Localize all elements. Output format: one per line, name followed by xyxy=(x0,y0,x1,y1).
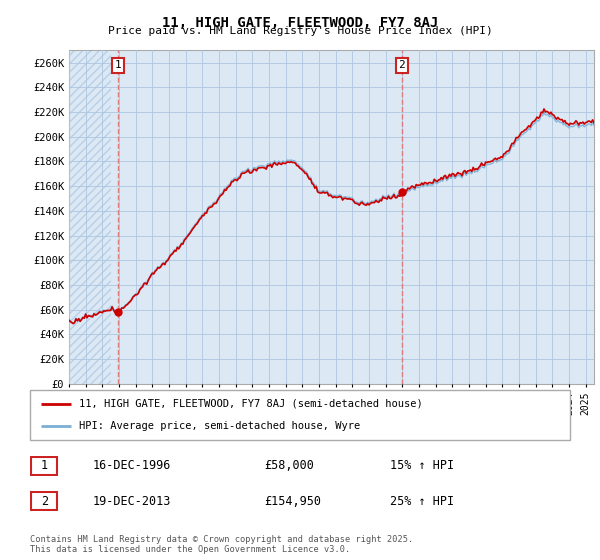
Text: HPI: Average price, semi-detached house, Wyre: HPI: Average price, semi-detached house,… xyxy=(79,421,360,431)
Text: 1: 1 xyxy=(115,60,122,71)
Text: 1: 1 xyxy=(41,459,48,473)
Text: 2: 2 xyxy=(41,494,48,508)
Text: 15% ↑ HPI: 15% ↑ HPI xyxy=(390,459,454,473)
FancyBboxPatch shape xyxy=(31,492,58,510)
FancyBboxPatch shape xyxy=(31,457,58,475)
Text: Contains HM Land Registry data © Crown copyright and database right 2025.
This d: Contains HM Land Registry data © Crown c… xyxy=(30,535,413,554)
Text: 19-DEC-2013: 19-DEC-2013 xyxy=(93,494,172,508)
Text: Price paid vs. HM Land Registry's House Price Index (HPI): Price paid vs. HM Land Registry's House … xyxy=(107,26,493,36)
Text: £154,950: £154,950 xyxy=(264,494,321,508)
FancyBboxPatch shape xyxy=(30,390,570,440)
Text: 11, HIGH GATE, FLEETWOOD, FY7 8AJ (semi-detached house): 11, HIGH GATE, FLEETWOOD, FY7 8AJ (semi-… xyxy=(79,399,422,409)
Text: 16-DEC-1996: 16-DEC-1996 xyxy=(93,459,172,473)
Text: 2: 2 xyxy=(398,60,405,71)
Text: £58,000: £58,000 xyxy=(264,459,314,473)
Text: 11, HIGH GATE, FLEETWOOD, FY7 8AJ: 11, HIGH GATE, FLEETWOOD, FY7 8AJ xyxy=(162,16,438,30)
Text: 25% ↑ HPI: 25% ↑ HPI xyxy=(390,494,454,508)
